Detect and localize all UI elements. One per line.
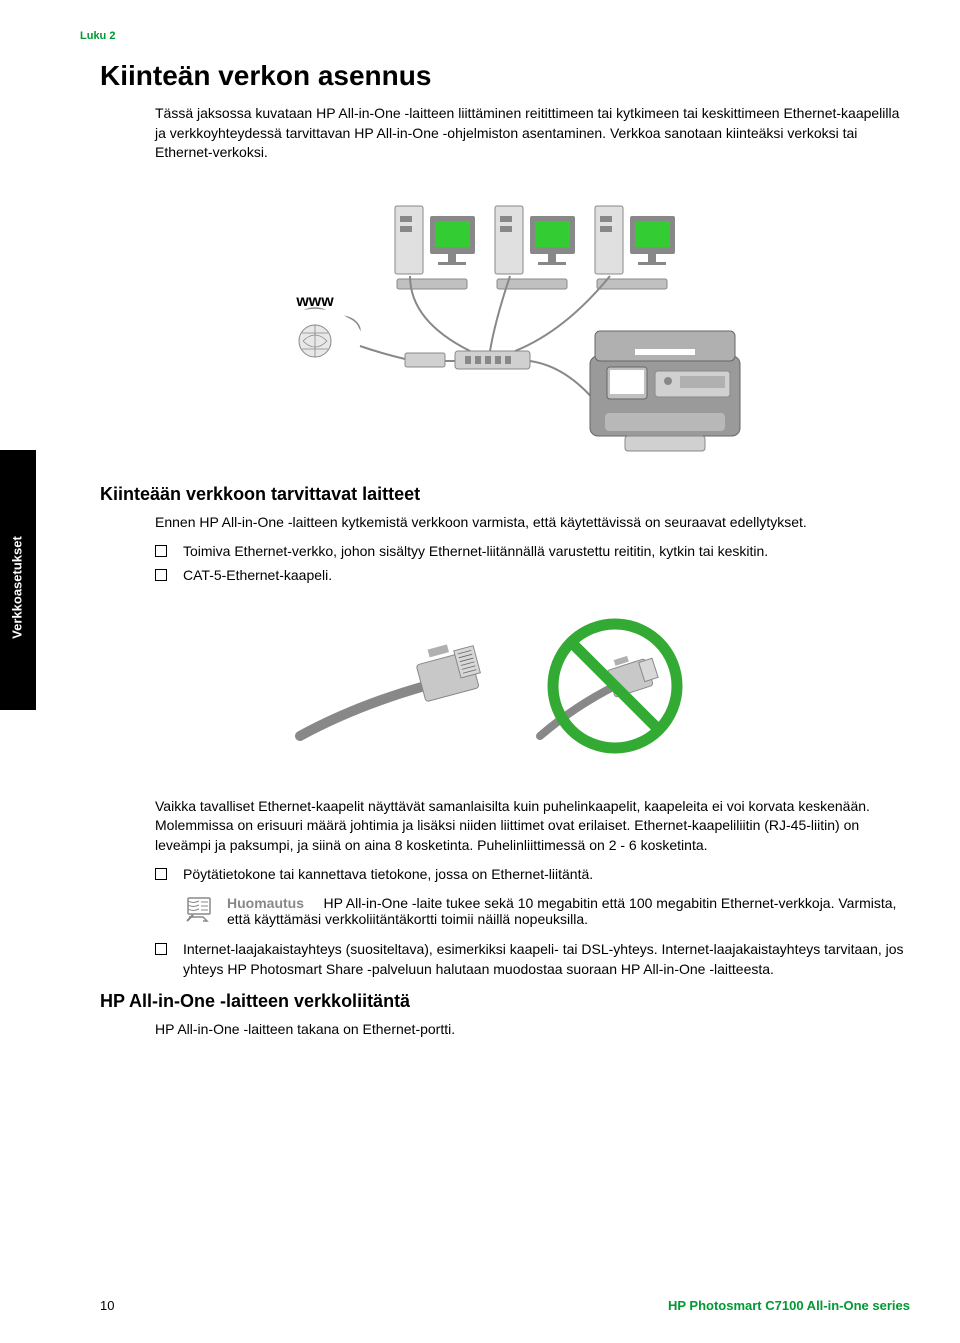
computer-2 [495,206,575,289]
cloud-icon [267,308,363,373]
note-text: HP All-in-One -laite tukee sekä 10 megab… [227,895,896,927]
modem-icon [405,353,445,367]
page-footer: 10 HP Photosmart C7100 All-in-One series [100,1298,910,1313]
network-diagram: www [100,181,910,464]
note-text-container: Huomautus HP All-in-One -laite tukee sek… [227,895,910,927]
computer-3 [595,206,675,289]
product-name: HP Photosmart C7100 All-in-One series [668,1298,910,1313]
checklist-1: Toimiva Ethernet-verkko, johon sisältyy … [155,542,910,585]
computer-1 [395,206,475,289]
phone-cable-prohibited-icon [540,624,677,748]
checklist-3: Internet-laajakaistayhteys (suositeltava… [155,940,910,979]
rj45-cable-icon [300,644,480,736]
checklist-text: CAT-5-Ethernet-kaapeli. [183,566,332,586]
checklist-text: Toimiva Ethernet-verkko, johon sisältyy … [183,542,768,562]
section-heading-devices: Kiinteään verkkoon tarvittavat laitteet [100,484,910,505]
checklist-item: CAT-5-Ethernet-kaapeli. [155,566,910,586]
checklist-text: Internet-laajakaistayhteys (suositeltava… [183,940,910,979]
cable-explanation-text: Vaikka tavalliset Ethernet-kaapelit näyt… [155,797,910,856]
checkbox-icon [155,868,167,880]
www-label: www [295,293,334,310]
note-icon [185,895,219,928]
connection-text: HP All-in-One -laitteen takana on Ethern… [155,1020,910,1040]
page-number: 10 [100,1298,114,1313]
checkbox-icon [155,569,167,581]
checklist-item: Toimiva Ethernet-verkko, johon sisältyy … [155,542,910,562]
checklist-item: Internet-laajakaistayhteys (suositeltava… [155,940,910,979]
printer-icon [590,331,740,451]
section-heading-connection: HP All-in-One -laitteen verkkoliitäntä [100,991,910,1012]
devices-intro-text: Ennen HP All-in-One -laitteen kytkemistä… [155,513,910,533]
checkbox-icon [155,545,167,557]
note-label: Huomautus [227,895,304,911]
note-block: Huomautus HP All-in-One -laite tukee sek… [185,895,910,928]
checklist-text: Pöytätietokone tai kannettava tietokone,… [183,865,593,885]
checkbox-icon [155,943,167,955]
checklist-2: Pöytätietokone tai kannettava tietokone,… [155,865,910,885]
page-title: Kiinteän verkon asennus [100,60,910,92]
checklist-item: Pöytätietokone tai kannettava tietokone,… [155,865,910,885]
chapter-label: Luku 2 [80,30,910,42]
cable-diagram [100,606,910,769]
intro-paragraph: Tässä jaksossa kuvataan HP All-in-One -l… [155,104,910,163]
